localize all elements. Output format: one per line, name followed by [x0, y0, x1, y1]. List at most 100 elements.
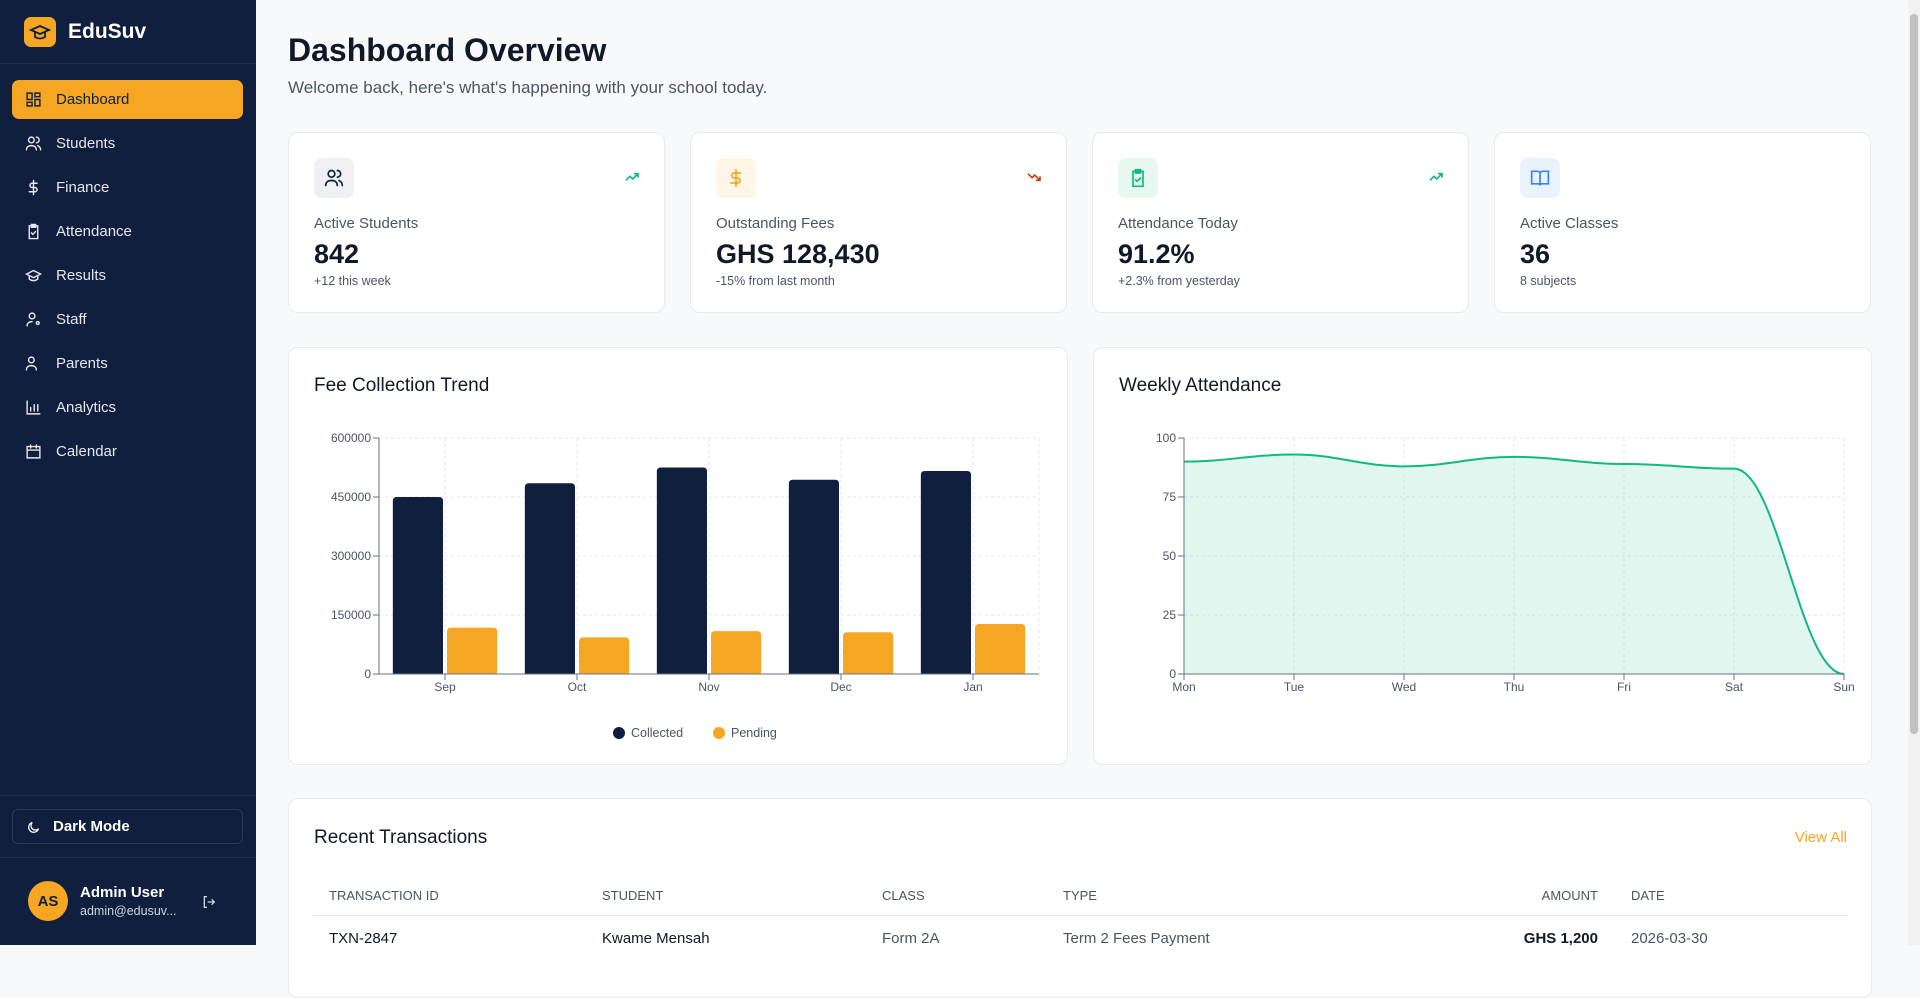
- stat-card: Outstanding Fees GHS 128,430 -15% from las…: [690, 132, 1067, 313]
- nav-label: Results: [56, 267, 107, 284]
- stat-label: Active Students: [314, 215, 419, 232]
- chart-card: Fee Collection Trend 0 150000 300000 450000…: [288, 347, 1068, 765]
- nav-icon: [26, 312, 40, 327]
- legend-label: Collected: [631, 726, 683, 740]
- view-all-link[interactable]: View All: [1794, 829, 1847, 846]
- column-header: TYPE: [1063, 888, 1097, 903]
- nav-item[interactable]: Calendar: [12, 432, 243, 471]
- nav-item[interactable]: Students: [12, 124, 243, 163]
- bar-chart: 0 150000 300000 450000 600000 Sep Oct Nov Dec Jan…: [331, 431, 1040, 740]
- x-tick-label: Thu: [1504, 680, 1525, 694]
- stat-card: Active Classes 36 8 subjects: [1494, 132, 1871, 313]
- bar: [447, 627, 498, 674]
- page-subtitle: Welcome back, here's what's happening wi…: [288, 78, 768, 97]
- chart-title: Weekly Attendance: [1119, 375, 1282, 396]
- nav-icon: [26, 92, 41, 107]
- y-tick-label: 450000: [331, 490, 371, 504]
- nav-icon: [28, 223, 39, 240]
- x-tick-label: Tue: [1284, 680, 1305, 694]
- table-cell: 2026-03-30: [1631, 930, 1708, 947]
- nav-label: Attendance: [56, 223, 132, 240]
- y-tick-label: 300000: [331, 549, 371, 563]
- bar: [975, 624, 1026, 674]
- stat-value: 91.2%: [1118, 239, 1195, 269]
- logo: [24, 17, 56, 47]
- x-tick-label: Oct: [568, 680, 587, 694]
- column-header: AMOUNT: [1541, 888, 1598, 903]
- table-cell: TXN-2847: [329, 930, 398, 947]
- nav-item[interactable]: Results: [12, 256, 243, 295]
- y-tick-label: 0: [364, 667, 371, 681]
- section-title: Recent Transactions: [314, 827, 488, 848]
- bar: [843, 632, 894, 674]
- table-cell: Kwame Mensah: [602, 930, 710, 947]
- y-tick-label: 600000: [331, 431, 371, 445]
- bar: [711, 631, 762, 674]
- x-tick-label: Nov: [698, 680, 719, 694]
- nav-label: Students: [56, 135, 116, 152]
- nav-item[interactable]: Attendance: [12, 212, 243, 251]
- legend-label: Pending: [731, 726, 777, 740]
- trend-icon: [624, 169, 640, 190]
- stat-value: 842: [314, 239, 360, 269]
- nav-label: Calendar: [56, 443, 117, 460]
- stat-icon: [314, 158, 354, 198]
- bar: [392, 497, 443, 674]
- y-tick-label: 100: [1156, 431, 1176, 445]
- bar: [920, 471, 971, 674]
- stat-value: GHS 128,430: [716, 239, 880, 269]
- table-cell: GHS 1,200: [1523, 930, 1598, 947]
- x-tick-label: Sat: [1725, 680, 1744, 694]
- bar: [788, 479, 839, 674]
- stat-card: Attendance Today 91.2% +2.3% from yesterda…: [1092, 132, 1469, 313]
- nav-icon: [25, 356, 38, 371]
- y-tick-label: 75: [1163, 490, 1177, 504]
- nav-icon: [26, 400, 41, 415]
- x-tick-label: Sep: [434, 680, 456, 694]
- nav-label: Analytics: [56, 399, 117, 416]
- user-name: Admin User: [80, 884, 165, 901]
- page-title: Dashboard Overview: [288, 32, 607, 68]
- x-tick-label: Sun: [1833, 680, 1854, 694]
- bar: [579, 637, 630, 674]
- stat-icon: [1118, 158, 1158, 198]
- stat-note: -15% from last month: [716, 274, 835, 288]
- user-email: admin@edusuv...: [80, 904, 177, 918]
- nav-icon: [25, 136, 42, 151]
- x-tick-label: Jan: [963, 680, 982, 694]
- column-header: DATE: [1631, 888, 1665, 903]
- bar: [524, 483, 575, 674]
- nav-label: Parents: [56, 355, 108, 372]
- stat-label: Attendance Today: [1118, 215, 1238, 232]
- y-tick-label: 50: [1163, 549, 1177, 563]
- trend-icon: [1026, 169, 1042, 190]
- legend-marker: [613, 727, 625, 739]
- scrollbar[interactable]: [1908, 0, 1920, 945]
- legend-marker: [713, 727, 725, 739]
- dark-mode-toggle[interactable]: Dark Mode: [12, 809, 243, 844]
- stat-icon: [716, 158, 756, 198]
- divider: [0, 857, 256, 858]
- brand: EduSuv: [68, 20, 147, 43]
- stat-note: +2.3% from yesterday: [1118, 274, 1240, 288]
- stat-value: 36: [1520, 239, 1551, 269]
- scrollbar-thumb[interactable]: [1910, 14, 1918, 734]
- nav-item[interactable]: Analytics: [12, 388, 243, 427]
- column-header: STUDENT: [602, 888, 664, 903]
- trend-icon: [1428, 169, 1444, 190]
- logout-button[interactable]: [201, 894, 217, 910]
- nav-icon: [26, 444, 41, 459]
- table-divider: [313, 915, 1848, 916]
- nav-item[interactable]: Staff: [12, 300, 243, 339]
- dark-mode-label: Dark Mode: [53, 818, 130, 835]
- chart-card: Weekly Attendance 0 25 50 75 100 Mon Tue Wed Thu…: [1093, 347, 1872, 765]
- nav-item[interactable]: Parents: [12, 344, 243, 383]
- nav-label: Staff: [56, 311, 87, 328]
- y-tick-label: 150000: [331, 608, 371, 622]
- nav-item[interactable]: Dashboard: [12, 80, 243, 119]
- area-chart: 0 25 50 75 100 Mon Tue Wed Thu Fri Sat Sun: [1156, 431, 1855, 694]
- sidebar: EduSuv Dark Mode AS Admin User admin@edu…: [0, 0, 256, 945]
- nav-item[interactable]: Finance: [12, 168, 243, 207]
